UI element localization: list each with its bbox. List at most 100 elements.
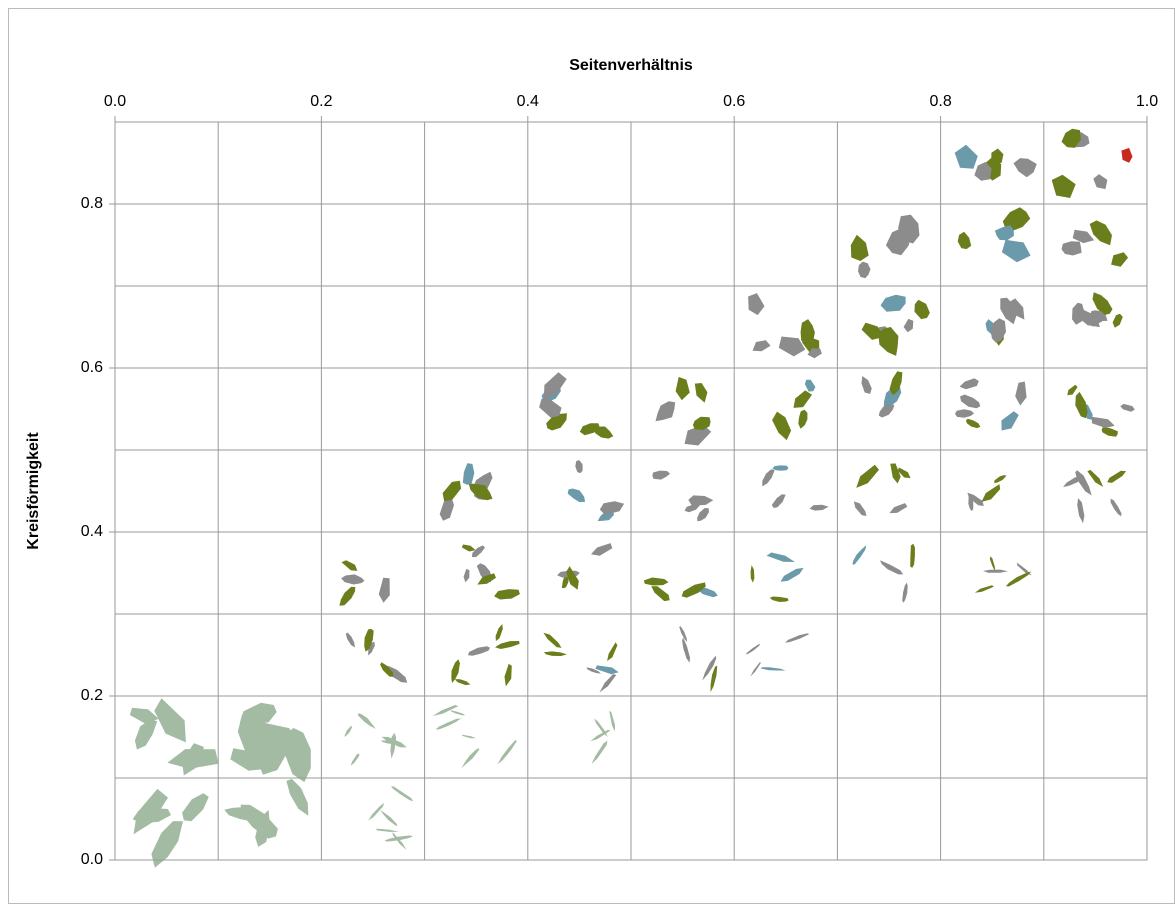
particle xyxy=(1001,239,1031,263)
y-axis-title: Kreisförmigkeit xyxy=(25,432,42,550)
particle xyxy=(675,376,690,401)
particle xyxy=(1016,562,1032,576)
particle xyxy=(994,475,1007,483)
particle xyxy=(1110,498,1122,517)
particle xyxy=(357,713,376,729)
particle xyxy=(990,318,1006,343)
particle xyxy=(257,727,290,775)
particle xyxy=(381,740,396,745)
particle xyxy=(494,589,520,600)
particle xyxy=(497,739,517,765)
particle xyxy=(746,644,761,655)
particle xyxy=(1090,310,1108,321)
particle xyxy=(1051,174,1076,198)
particle xyxy=(1067,384,1078,396)
particle xyxy=(463,569,470,583)
particle xyxy=(561,575,569,589)
particle xyxy=(959,378,979,390)
particle xyxy=(341,574,365,585)
particle xyxy=(390,732,397,759)
particle xyxy=(454,679,471,686)
particle-shapes xyxy=(129,128,1135,868)
particle xyxy=(442,480,462,501)
particle xyxy=(543,651,567,656)
particle xyxy=(1005,571,1032,587)
particle xyxy=(761,667,786,671)
particle xyxy=(769,596,789,602)
particle xyxy=(861,322,885,340)
particle xyxy=(697,508,709,522)
particle xyxy=(981,484,1001,502)
particle xyxy=(546,413,567,431)
particle xyxy=(1120,403,1135,412)
particle xyxy=(1091,416,1115,428)
particle xyxy=(1092,292,1113,315)
particle xyxy=(132,808,171,824)
particle xyxy=(543,632,562,648)
particle xyxy=(467,646,491,656)
particle xyxy=(965,418,981,429)
particle xyxy=(684,504,700,513)
particle xyxy=(591,740,608,765)
particle xyxy=(991,148,1004,165)
particle xyxy=(914,299,930,320)
particle xyxy=(1061,128,1081,148)
particle xyxy=(804,379,816,392)
particle xyxy=(495,624,503,641)
particle xyxy=(1087,469,1104,487)
particle xyxy=(224,807,257,822)
particle xyxy=(903,318,914,333)
particle xyxy=(974,585,994,593)
x-tick-label: 0.6 xyxy=(723,93,745,110)
particle xyxy=(785,633,810,643)
particle xyxy=(591,543,613,556)
particle xyxy=(1075,391,1088,419)
particle xyxy=(151,821,183,868)
particle xyxy=(748,293,765,316)
particle xyxy=(651,586,670,602)
particle xyxy=(778,336,806,357)
particle xyxy=(1107,470,1127,483)
particle xyxy=(461,544,476,552)
particle xyxy=(380,662,394,677)
particle xyxy=(364,628,374,652)
particle xyxy=(285,727,311,783)
particle xyxy=(1000,297,1017,325)
x-tick-label: 0.0 xyxy=(104,93,126,110)
y-tick-label: 0.2 xyxy=(81,687,103,704)
particle xyxy=(575,460,583,474)
particle xyxy=(378,577,390,603)
particle xyxy=(380,810,398,827)
particle xyxy=(495,641,520,649)
particle xyxy=(344,726,352,737)
particle xyxy=(590,730,611,742)
x-tick-label: 0.4 xyxy=(517,93,539,110)
particle xyxy=(1111,252,1129,267)
particle xyxy=(1093,174,1108,190)
y-tick-label: 0.6 xyxy=(81,359,103,376)
particle xyxy=(861,376,872,394)
particle xyxy=(539,398,562,418)
particle xyxy=(391,786,414,802)
particle xyxy=(809,504,829,511)
particle xyxy=(889,371,903,396)
particle xyxy=(752,340,771,352)
particle xyxy=(750,662,761,677)
particle xyxy=(339,586,356,606)
particle xyxy=(543,372,567,400)
particle xyxy=(682,637,690,663)
particle xyxy=(955,409,975,418)
particle xyxy=(1002,207,1031,231)
particle xyxy=(609,710,615,732)
x-tick-label: 1.0 xyxy=(1136,93,1158,110)
y-tick-label: 0.4 xyxy=(81,523,103,540)
particle xyxy=(967,492,984,506)
particle xyxy=(880,560,904,575)
particle xyxy=(766,552,795,562)
particle xyxy=(477,573,496,585)
particle xyxy=(800,319,815,346)
particle xyxy=(345,632,355,648)
particle xyxy=(134,719,158,750)
particle xyxy=(954,144,978,169)
